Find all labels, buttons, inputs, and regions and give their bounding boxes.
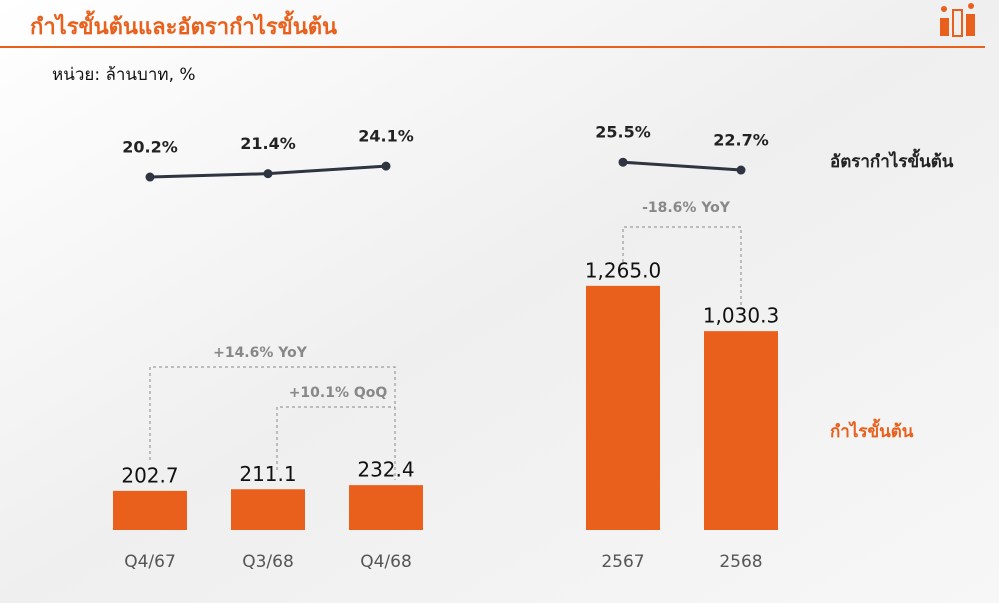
legend-bar: กำไรขั้นต้น (830, 418, 914, 442)
bracket (276, 406, 395, 470)
line-point (736, 165, 746, 175)
bracket (622, 226, 742, 310)
annotation: +14.6% YoY (213, 345, 308, 361)
line-segment (149, 172, 269, 179)
icon (940, 3, 975, 37)
value-label: 20.2% (122, 138, 178, 157)
x-tick-label: Q3/68 (242, 552, 294, 572)
annotation: +10.1% QoQ (289, 385, 388, 401)
x-tick-label: Q4/68 (360, 552, 412, 572)
bar (113, 490, 187, 530)
line-segment (267, 164, 387, 176)
annotation: -18.6% YoY (642, 200, 731, 216)
x-tick-label: Q4/67 (124, 552, 176, 572)
value-label: 22.7% (713, 131, 769, 150)
x-tick-label: 2568 (719, 552, 762, 572)
value-label: 232.4 (357, 458, 414, 482)
bar (704, 331, 778, 530)
value-label: 21.4% (240, 134, 296, 153)
value-label: 202.7 (121, 463, 178, 487)
legend-line: อัตรากำไรขั้นต้น (830, 148, 954, 172)
x-tick-label: 2567 (601, 552, 644, 572)
line-point (145, 172, 155, 182)
value-label: 1,265.0 (585, 258, 661, 282)
bar (586, 285, 660, 530)
value-label: 211.1 (239, 462, 296, 486)
bar (349, 485, 423, 530)
chart-title: กำไรขั้นต้นและอัตรากำไรขั้นต้น (30, 10, 337, 40)
line-segment (622, 160, 742, 172)
subtitle: หน่วย: ล้านบาท, % (52, 65, 196, 85)
bar (231, 489, 305, 530)
line-point (618, 157, 628, 167)
value-label: 1,030.3 (703, 304, 779, 328)
line-point (263, 169, 273, 179)
value-label: 24.1% (358, 127, 414, 146)
value-label: 25.5% (595, 123, 651, 142)
line-point (381, 161, 391, 171)
